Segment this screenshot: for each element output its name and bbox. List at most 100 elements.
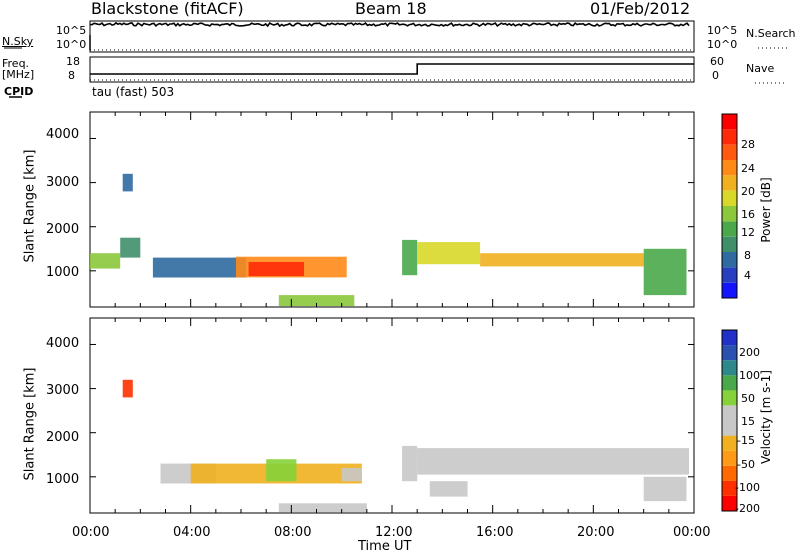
axis-ticks	[89, 112, 695, 513]
xtick-0400: 04:00	[173, 525, 211, 540]
velocity-band-9	[643, 476, 687, 502]
nave-label: Nave	[746, 62, 775, 75]
velocity-cb-swatch-7	[722, 390, 737, 406]
velocity-cb-swatch-11	[722, 330, 737, 346]
power-ytick-4000: 4000	[46, 127, 80, 142]
power-cb-swatch-9	[722, 144, 737, 160]
velocity-cb-frame	[721, 329, 738, 512]
velocity-cb-swatch-10	[722, 345, 737, 361]
velocity-cb-label: Velocity [m s-1]	[759, 370, 773, 464]
velocity-cb-swatch-4	[722, 435, 737, 451]
status-lines	[89, 21, 694, 81]
power-ytick-1000: 1000	[46, 265, 80, 280]
power-cb-swatch-7	[722, 175, 737, 191]
velocity-ytick-4000: 4000	[46, 336, 80, 351]
velocity-cb-swatch-2	[722, 465, 737, 481]
date-label: 01/Feb/2012	[590, 0, 691, 18]
xtick-1600: 16:00	[476, 525, 514, 540]
xtick-1200: 12:00	[375, 525, 413, 540]
velocity-cb-tick-m100: -100	[735, 481, 760, 494]
velocity-band-3	[266, 459, 297, 482]
velocity-ytick-2000: 2000	[46, 430, 80, 445]
velocity-cb-tick-50: 50	[741, 392, 755, 405]
power-band-6	[278, 295, 355, 307]
velocity-cb-swatch-3	[722, 450, 737, 466]
power-ytick-3000: 3000	[46, 175, 80, 190]
power-cb-swatch-1	[722, 267, 737, 283]
colorbars	[721, 113, 738, 512]
power-cb-tick-28: 28	[741, 138, 755, 151]
velocity-band-5	[278, 503, 367, 513]
nsky-label: N.Sky	[2, 35, 34, 48]
power-cb-swatch-5	[722, 206, 737, 222]
power-band-3	[152, 257, 246, 278]
power-ytick-2000: 2000	[46, 222, 80, 237]
velocity-ytick-3000: 3000	[46, 383, 80, 398]
velocity-cb-swatch-1	[722, 480, 737, 496]
velocity-band-8	[429, 481, 468, 497]
nsky-tick-top: 10^5	[56, 24, 87, 37]
freq-strip-frame	[89, 56, 695, 83]
power-cb-swatch-10	[722, 129, 737, 145]
nsearch-tick-bottom: 10^0	[707, 38, 738, 51]
power-cb-swatch-8	[722, 160, 737, 176]
power-cb-frame	[721, 113, 738, 299]
power-cb-swatch-3	[722, 236, 737, 252]
power-band-8	[417, 242, 481, 265]
power-band-10	[643, 248, 687, 296]
velocity-cb-tick-100: 100	[739, 369, 760, 382]
power-band-5	[248, 262, 304, 277]
velocity-cb-swatch-8	[722, 375, 737, 391]
velocity-cb-tick-15: 15	[741, 415, 755, 428]
power-cb-tick-20: 20	[741, 185, 755, 198]
xtick-0000: 00:00	[72, 525, 110, 540]
xtick-2400: 00:00	[673, 525, 711, 540]
power-cb-tick-12: 12	[741, 226, 755, 239]
velocity-band-4	[341, 468, 362, 482]
power-band-7	[402, 239, 418, 276]
nave-tick-bottom: 0	[712, 69, 719, 82]
nsearch-tick-top: 10^5	[707, 24, 738, 37]
freq-tick-bottom: 8	[68, 69, 75, 82]
beam-label: Beam 18	[355, 0, 427, 18]
power-cb-tick-16: 16	[741, 208, 755, 221]
power-cb-swatch-6	[722, 190, 737, 206]
velocity-ytick-1000: 1000	[46, 472, 80, 487]
velocity-cb-tick-m200: -200	[735, 502, 760, 515]
power-cb-swatch-11	[722, 114, 737, 130]
cpid-label: CPID	[4, 85, 34, 98]
mode-label: tau (fast) 503	[92, 85, 175, 99]
xtick-0800: 08:00	[274, 525, 312, 540]
nsky-tick-bottom: 10^0	[56, 38, 87, 51]
nsky-line	[89, 21, 690, 28]
velocity-cb-swatch-9	[722, 360, 737, 376]
freq-tick-top: 18	[66, 55, 80, 68]
velocity-band-6	[402, 445, 418, 482]
power-heatmap	[90, 173, 687, 307]
power-cb-tick-4: 4	[744, 269, 751, 282]
power-band-9	[480, 253, 644, 267]
power-cb-tick-24: 24	[741, 162, 755, 175]
velocity-cb-swatch-6	[722, 405, 737, 421]
x-axis-label: Time UT	[358, 539, 412, 554]
power-cb-swatch-4	[722, 221, 737, 237]
velocity-cb-tick-200: 200	[739, 346, 760, 359]
velocity-panel-frame	[89, 317, 695, 514]
power-ylabel: Slant Range [km]	[22, 149, 38, 263]
velocity-ylabel: Slant Range [km]	[22, 367, 38, 481]
nsearch-label: N.Search	[746, 27, 796, 40]
freq-unit: [MHz]	[2, 68, 35, 81]
station-title: Blackstone (fitACF)	[91, 0, 244, 18]
velocity-band-0	[122, 379, 133, 398]
velocity-cb-tick-m15: -15	[737, 434, 755, 447]
velocity-cb-tick-m50: -50	[737, 458, 755, 471]
freq-line	[90, 63, 694, 75]
nave-tick-top: 60	[710, 55, 724, 68]
power-cb-label: Power [dB]	[759, 177, 773, 243]
power-cb-swatch-0	[722, 282, 737, 298]
power-band-0	[90, 253, 121, 269]
power-cb-swatch-2	[722, 252, 737, 268]
freq-label: Freq.	[2, 57, 30, 70]
power-band-2	[122, 173, 133, 192]
